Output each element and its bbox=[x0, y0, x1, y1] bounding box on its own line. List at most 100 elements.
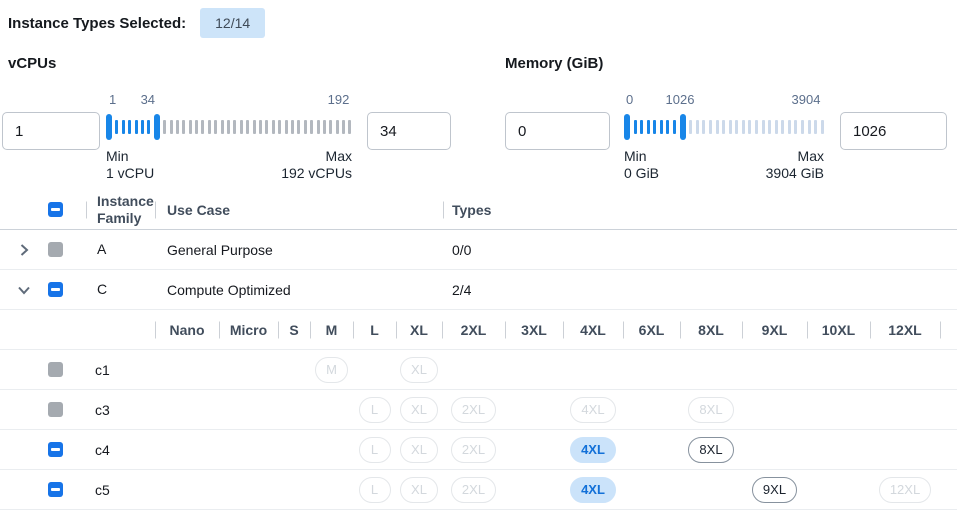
size-pill-c5-4xl[interactable]: 4XL bbox=[570, 476, 616, 503]
slider-tick bbox=[310, 120, 314, 134]
slider-tick bbox=[807, 120, 811, 134]
indeterminate-minus-icon bbox=[51, 288, 60, 291]
slider-handle-max[interactable] bbox=[153, 114, 160, 140]
checkbox-cell bbox=[48, 390, 86, 429]
chevron-right-icon[interactable] bbox=[16, 242, 32, 258]
slider-tick bbox=[265, 120, 269, 134]
slider-handle-min[interactable] bbox=[624, 114, 630, 140]
size-cell bbox=[505, 350, 563, 389]
size-cell: 2XL bbox=[442, 430, 505, 469]
memory-scale-max: 3904 bbox=[791, 92, 821, 107]
slider-tick bbox=[814, 120, 818, 134]
size-cell: XL bbox=[396, 350, 442, 389]
size-cell bbox=[155, 390, 219, 429]
slider-tick bbox=[227, 120, 231, 134]
size-cell: L bbox=[353, 470, 396, 509]
select-all-checkbox[interactable] bbox=[48, 202, 63, 217]
size-cell bbox=[442, 350, 505, 389]
vcpus-min-detail: 1 vCPU bbox=[106, 165, 155, 181]
slider-tick bbox=[342, 120, 346, 134]
family-use-case: General Purpose bbox=[167, 241, 273, 258]
checkbox-cell bbox=[48, 430, 86, 469]
size-cell: XL bbox=[396, 430, 442, 469]
family-id: A bbox=[97, 241, 107, 257]
memory-scale-min: 0 bbox=[626, 92, 634, 107]
slider-tick bbox=[702, 120, 706, 134]
size-column-header-2xl: 2XL bbox=[442, 310, 505, 349]
size-pill-c4-4xl[interactable]: 4XL bbox=[570, 436, 616, 463]
size-cell bbox=[807, 390, 870, 429]
expand-spacer bbox=[0, 390, 48, 429]
family-row-C: C Compute Optimized 2/4 bbox=[0, 270, 957, 310]
slider-tick bbox=[708, 120, 712, 134]
size-cell bbox=[219, 390, 278, 429]
slider-tick bbox=[214, 120, 218, 134]
vcpus-filter-title: vCPUs bbox=[8, 55, 57, 72]
memory-min-detail: 0 GiB bbox=[624, 165, 660, 181]
slider-handle-min[interactable] bbox=[106, 114, 112, 140]
checkbox-cell bbox=[48, 470, 86, 509]
vcpus-scale-min: 1 bbox=[109, 92, 117, 107]
memory-scale-current: 1026 bbox=[665, 92, 695, 107]
memory-slider-scale: 0 1026 3904 bbox=[624, 92, 824, 109]
slider-tick bbox=[182, 120, 186, 134]
row-checkbox-c5[interactable] bbox=[48, 482, 63, 497]
row-checkbox-c4[interactable] bbox=[48, 442, 63, 457]
slider-tick bbox=[748, 120, 752, 134]
size-column-header-12xl: 12XL bbox=[870, 310, 940, 349]
slider-tick bbox=[768, 120, 772, 134]
memory-max-caption: Max bbox=[797, 148, 824, 164]
row-checkbox-c1 bbox=[48, 362, 63, 377]
slider-tick bbox=[128, 120, 132, 134]
size-pill-c1-m: M bbox=[315, 356, 348, 383]
slider-tick bbox=[147, 120, 151, 134]
size-cell bbox=[219, 430, 278, 469]
vcpus-max-caption: Max bbox=[325, 148, 352, 164]
expand-cell bbox=[0, 230, 48, 269]
vcpus-min-input[interactable] bbox=[2, 112, 100, 150]
slider-tick bbox=[335, 120, 339, 134]
slider-tick bbox=[258, 120, 262, 134]
checkbox-cell bbox=[48, 230, 86, 269]
slider-tick bbox=[715, 120, 719, 134]
family-checkbox-C[interactable] bbox=[48, 282, 63, 297]
vcpus-max-input[interactable] bbox=[367, 112, 451, 150]
size-cell: XL bbox=[396, 390, 442, 429]
size-cell bbox=[219, 470, 278, 509]
instance-type-label-c3: c3 bbox=[95, 401, 110, 418]
size-header-spacer bbox=[86, 310, 155, 349]
vcpus-slider-track[interactable] bbox=[106, 114, 352, 140]
memory-slider-track[interactable] bbox=[624, 114, 824, 140]
size-cell bbox=[505, 430, 563, 469]
slider-tick bbox=[246, 120, 250, 134]
size-cell bbox=[278, 470, 310, 509]
family-types-count: 2/4 bbox=[452, 281, 472, 298]
memory-max-input[interactable] bbox=[840, 112, 947, 150]
size-cell bbox=[680, 470, 742, 509]
expand-spacer bbox=[0, 350, 48, 389]
size-cell bbox=[310, 470, 353, 509]
slider-tick bbox=[659, 120, 663, 134]
slider-handle-max[interactable] bbox=[679, 114, 686, 140]
size-pill-c5-9xl[interactable]: 9XL bbox=[751, 476, 798, 503]
indeterminate-minus-icon bbox=[51, 488, 60, 491]
size-pill-c4-8xl[interactable]: 8XL bbox=[688, 436, 734, 463]
checkbox-cell bbox=[48, 350, 86, 389]
memory-slider-minmax: Min 0 GiB Max 3904 GiB bbox=[624, 148, 824, 182]
size-cell: L bbox=[353, 430, 396, 469]
instance-type-label-c5: c5 bbox=[95, 481, 110, 498]
slider-tick bbox=[329, 120, 333, 134]
size-column-header-4xl: 4XL bbox=[563, 310, 623, 349]
vcpus-scale-current: 34 bbox=[140, 92, 156, 107]
size-pill-c3-8xl: 8XL bbox=[688, 396, 734, 423]
size-cell bbox=[155, 430, 219, 469]
size-cell bbox=[563, 350, 623, 389]
slider-tick bbox=[728, 120, 732, 134]
slider-tick bbox=[640, 120, 644, 134]
memory-min-input[interactable] bbox=[505, 112, 610, 150]
size-header-trailing-separator bbox=[940, 310, 956, 349]
expand-cell bbox=[0, 270, 48, 309]
size-cell bbox=[505, 470, 563, 509]
instance-family-table: Instance Family Use Case Types A General… bbox=[0, 190, 957, 510]
chevron-down-icon[interactable] bbox=[16, 282, 32, 298]
